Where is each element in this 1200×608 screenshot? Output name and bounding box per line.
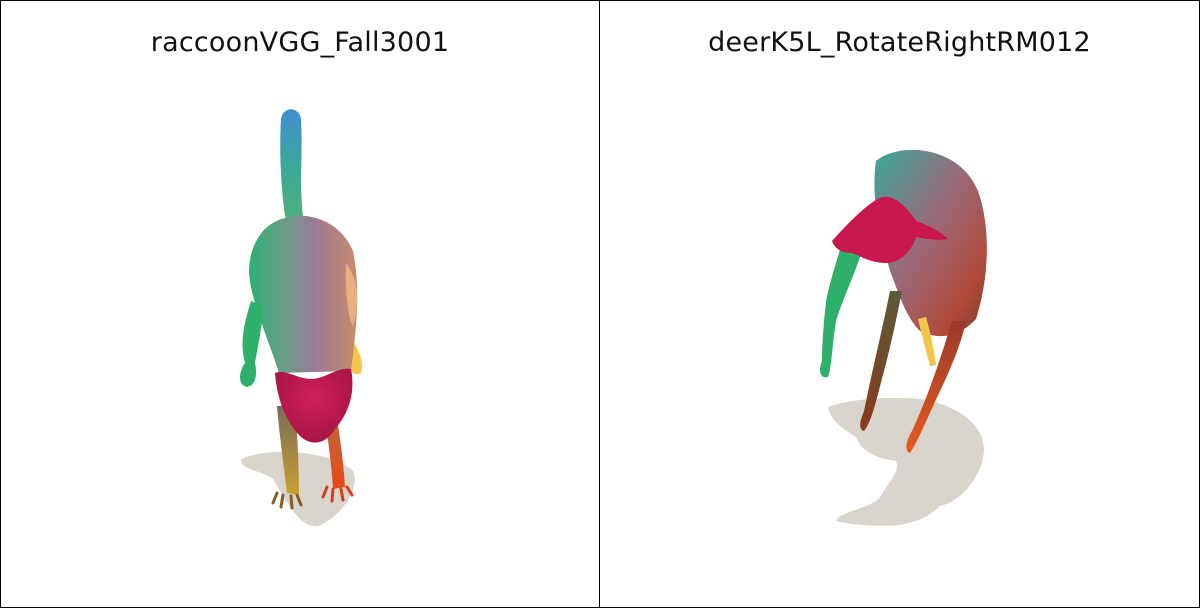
raccoon-flank	[345, 263, 358, 326]
raccoon-paw-left	[271, 491, 303, 510]
panel-deer: deerK5L_RotateRightRM012	[600, 0, 1200, 608]
panel-title: raccoonVGG_Fall3001	[150, 27, 450, 58]
panel-title: deerK5L_RotateRightRM012	[708, 27, 1091, 58]
deer-leg-front	[906, 321, 966, 453]
raccoon-body	[249, 215, 358, 373]
deer-shadow	[828, 397, 985, 526]
raccoon-render	[240, 109, 363, 527]
raccoon-tail	[280, 109, 303, 222]
raccoon-left-front-leg	[240, 301, 263, 387]
deer-leg-back	[860, 291, 902, 431]
deer-body	[874, 149, 987, 337]
deer-hind-leg-yellow	[918, 317, 936, 366]
deer-render	[820, 149, 987, 526]
deer-head	[832, 196, 948, 263]
deer-front-leg-raised	[820, 231, 862, 378]
raccoon-paw-right	[321, 485, 354, 503]
raccoon-head	[275, 368, 353, 443]
raccoon-leg-left	[277, 406, 299, 495]
panel-raccoon: raccoonVGG_Fall3001	[0, 0, 600, 608]
